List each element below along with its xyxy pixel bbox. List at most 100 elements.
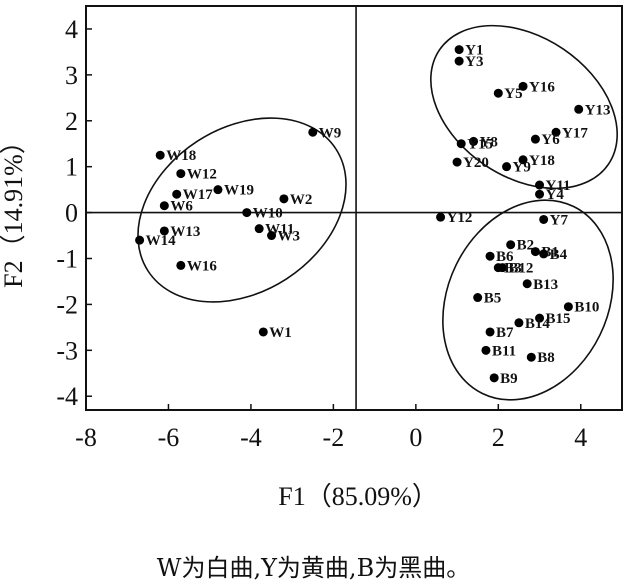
point-label-y1: Y1 — [465, 43, 483, 59]
point-w11 — [254, 224, 264, 234]
point-b13 — [522, 279, 532, 289]
point-label-b13: B13 — [533, 277, 558, 293]
point-label-y6: Y6 — [541, 132, 560, 148]
point-b10 — [563, 302, 573, 312]
point-b1 — [530, 247, 540, 257]
y-tick-label: -3 — [56, 336, 78, 365]
plot-frame — [85, 5, 623, 411]
point-label-w12: W12 — [187, 167, 217, 183]
point-y9 — [502, 162, 512, 172]
y-tick-label: 2 — [65, 107, 78, 136]
point-b5 — [473, 293, 483, 303]
point-y13 — [574, 104, 584, 114]
point-label-y11: Y11 — [546, 178, 571, 194]
point-label-w13: W13 — [170, 224, 200, 240]
x-tick-label: -8 — [75, 423, 97, 452]
point-b9 — [489, 373, 499, 383]
point-y6 — [530, 134, 540, 144]
point-label-b6: B6 — [496, 249, 514, 265]
point-label-y9: Y9 — [513, 160, 531, 176]
point-b2 — [506, 240, 516, 250]
point-label-w10: W10 — [253, 206, 283, 222]
point-w19 — [213, 185, 223, 195]
point-label-w6: W6 — [170, 199, 193, 215]
point-label-y16: Y16 — [529, 79, 555, 95]
point-w10 — [242, 208, 252, 218]
point-y16 — [518, 81, 528, 91]
point-w9 — [308, 127, 318, 137]
point-y1 — [454, 45, 464, 55]
point-w2 — [279, 194, 289, 204]
figure-caption: W为白曲,Y为黄曲,B为黑曲。 — [156, 554, 471, 582]
point-label-w14: W14 — [146, 233, 177, 249]
plot-border — [85, 5, 623, 411]
axis-ticks: -8 -6 -4 -2 0 2 4 -4 -3 -2 -1 0 1 2 3 4 — [56, 15, 587, 452]
point-y17 — [551, 127, 561, 137]
point-label-b11: B11 — [492, 343, 516, 359]
point-b4 — [539, 249, 549, 259]
y-axis-label: F2（14.91%） — [0, 128, 28, 288]
point-label-b7: B7 — [496, 325, 514, 341]
point-w13 — [159, 226, 169, 236]
y-tick-label: -4 — [56, 382, 78, 411]
point-label-b5: B5 — [484, 291, 502, 307]
x-tick-label: 4 — [574, 423, 587, 452]
point-label-b2: B2 — [517, 238, 535, 254]
point-y3 — [454, 56, 464, 66]
point-label-b8: B8 — [537, 350, 555, 366]
x-tick-label: 0 — [409, 423, 422, 452]
x-tick-label: -4 — [240, 423, 262, 452]
point-b15 — [535, 313, 545, 323]
point-w6 — [159, 201, 169, 211]
group-ellipses — [137, 24, 618, 401]
point-label-b12: B12 — [508, 261, 533, 277]
group-b-ellipse — [442, 199, 614, 401]
point-label-y17: Y17 — [562, 125, 588, 141]
point-label-w16: W16 — [187, 258, 218, 274]
group-y-ellipse — [430, 24, 618, 190]
point-y15 — [456, 139, 466, 149]
y-tick-label: 4 — [65, 15, 78, 44]
point-label-b15: B15 — [546, 311, 571, 327]
point-b3 — [493, 263, 503, 273]
point-label-y12: Y12 — [447, 210, 473, 226]
point-label-b3: B3 — [504, 261, 522, 277]
y-tick-label: -2 — [56, 290, 78, 319]
x-tick-label: 2 — [492, 423, 505, 452]
point-b8 — [526, 352, 536, 362]
point-label-w9: W9 — [319, 125, 342, 141]
point-label-y7: Y7 — [550, 212, 569, 228]
point-label-y4: Y4 — [546, 187, 565, 203]
point-w14 — [135, 235, 145, 245]
point-label-b9: B9 — [500, 371, 518, 387]
point-label-y3: Y3 — [465, 54, 483, 70]
point-label-w1: W1 — [269, 325, 292, 341]
y-tick-label: 1 — [65, 153, 78, 182]
point-label-b14: B14 — [525, 316, 551, 332]
point-y7 — [539, 214, 549, 224]
point-b6 — [485, 251, 495, 261]
x-tick-label: -6 — [158, 423, 180, 452]
point-y4 — [535, 189, 545, 199]
point-b11 — [481, 345, 491, 355]
point-y20 — [452, 157, 462, 167]
point-b7 — [485, 327, 495, 337]
point-y5 — [493, 88, 503, 98]
point-y11 — [535, 180, 545, 190]
point-label-y15: Y15 — [467, 137, 493, 153]
point-y8 — [469, 136, 479, 146]
point-label-w3: W3 — [278, 229, 301, 245]
point-label-y8: Y8 — [480, 134, 498, 150]
point-label-w19: W19 — [224, 183, 254, 199]
x-tick-label: -2 — [323, 423, 345, 452]
point-w17 — [172, 189, 182, 199]
point-w18 — [155, 150, 165, 160]
y-tick-label: 0 — [65, 199, 78, 228]
point-label-b10: B10 — [574, 300, 599, 316]
point-w12 — [176, 169, 186, 179]
point-y12 — [436, 212, 446, 222]
point-label-w2: W2 — [290, 192, 313, 208]
point-b14 — [514, 318, 524, 328]
